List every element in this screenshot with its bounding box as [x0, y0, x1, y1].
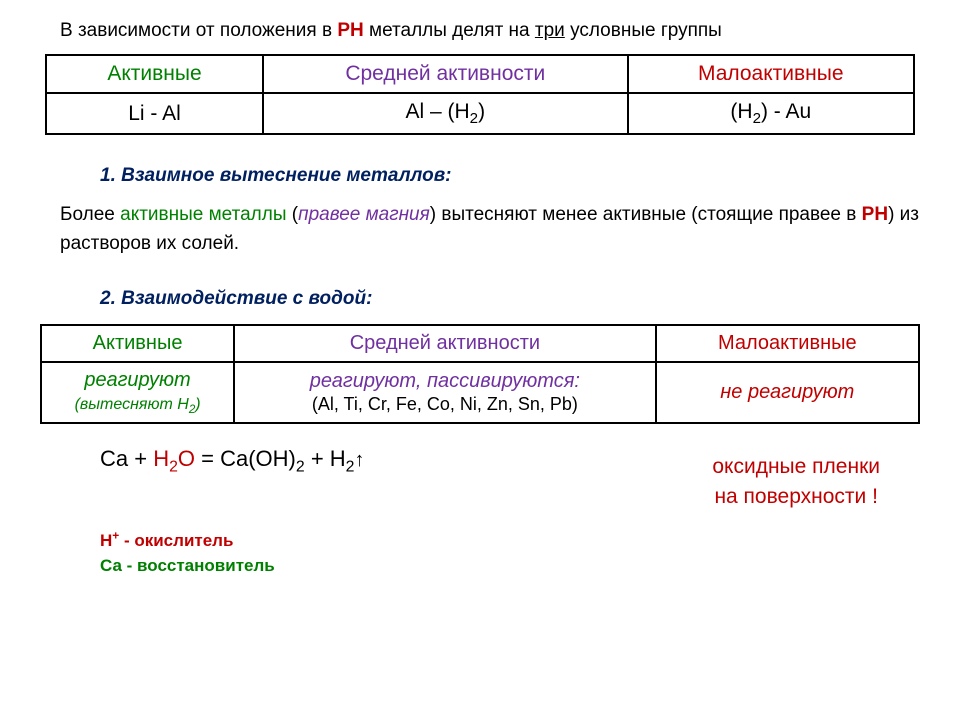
hdr-low: Малоактивные — [628, 55, 914, 93]
legend-reducer: Са - восстановитель — [100, 556, 275, 575]
water-body-row: реагируют (вытесняют Н2) реагируют, пасс… — [41, 362, 919, 423]
water-hdr-low: Малоактивные — [656, 325, 919, 362]
intro-mid: металлы делят на — [364, 20, 535, 41]
paragraph-displacement: Более активные металлы (правее магния) в… — [60, 201, 920, 258]
intro-post: условные группы — [565, 20, 722, 41]
legend: H+ - окислитель Са - восстановитель — [100, 527, 920, 579]
intro-three: три — [535, 20, 565, 41]
oxide-note: оксидные пленки на поверхности ! — [712, 452, 880, 511]
water-hdr-medium: Средней активности — [234, 325, 655, 362]
hdr-medium: Средней активности — [263, 55, 628, 93]
intro-pre: В зависимости от положения в — [60, 20, 337, 41]
groups-header-row: Активные Средней активности Малоактивные — [46, 55, 914, 93]
equation: Ca + H2O = Ca(OH)2 + H2↑ — [100, 446, 364, 476]
intro-text: В зависимости от положения в РН металлы … — [40, 20, 920, 42]
range-active: Li - Al — [46, 93, 263, 134]
hdr-active: Активные — [46, 55, 263, 93]
water-medium-cell: реагируют, пассивируются: (Al, Ti, Cr, F… — [234, 362, 655, 423]
range-low: (H2) - Au — [628, 93, 914, 134]
groups-table: Активные Средней активности Малоактивные… — [45, 54, 915, 135]
water-active-cell: реагируют (вытесняют Н2) — [41, 362, 234, 423]
intro-rn: РН — [337, 20, 363, 41]
water-hdr-active: Активные — [41, 325, 234, 362]
legend-oxidizer: H+ - окислитель — [100, 531, 233, 550]
water-header-row: Активные Средней активности Малоактивные — [41, 325, 919, 362]
section-2-title: 2. Взаимодействие с водой: — [100, 288, 920, 310]
water-table: Активные Средней активности Малоактивные… — [40, 324, 920, 424]
groups-range-row: Li - Al Al – (H2) (H2) - Au — [46, 93, 914, 134]
bottom-row: Ca + H2O = Ca(OH)2 + H2↑ оксидные пленки… — [40, 446, 920, 511]
range-medium: Al – (H2) — [263, 93, 628, 134]
water-low-cell: не реагируют — [656, 362, 919, 423]
section-1-title: 1. Взаимное вытеснение металлов: — [100, 165, 920, 187]
